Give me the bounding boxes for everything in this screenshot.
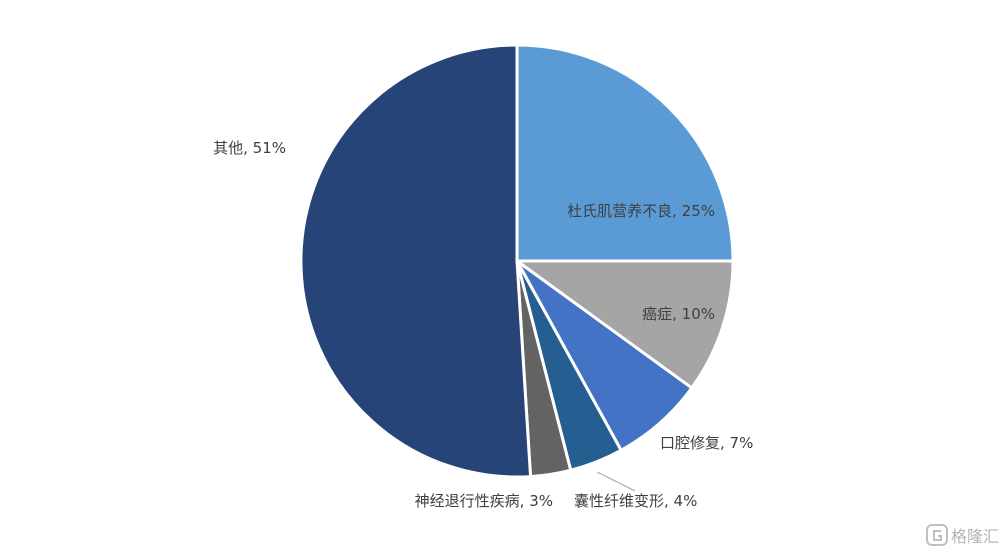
slice-label-dmd: 杜氏肌营养不良, 25%	[567, 202, 715, 220]
g-logo-icon	[926, 524, 948, 546]
slice-label-cystic-fibrosis: 囊性纤维变形, 4%	[574, 492, 697, 510]
slice-label-other: 其他, 51%	[213, 139, 286, 157]
watermark: 格隆汇	[926, 524, 999, 546]
leader-line-cystic-fibrosis	[596, 471, 636, 492]
slice-label-cancer: 癌症, 10%	[642, 305, 715, 323]
pie-slice-0	[515, 43, 735, 263]
watermark-text: 格隆汇	[951, 527, 999, 546]
pie-slices	[299, 43, 735, 479]
slice-label-oral-repair: 口腔修复, 7%	[660, 434, 753, 452]
pie-slice-1	[515, 259, 735, 390]
pie-slice-5	[299, 43, 533, 479]
slice-label-neurodegenerative: 神经退行性疾病, 3%	[415, 492, 553, 510]
